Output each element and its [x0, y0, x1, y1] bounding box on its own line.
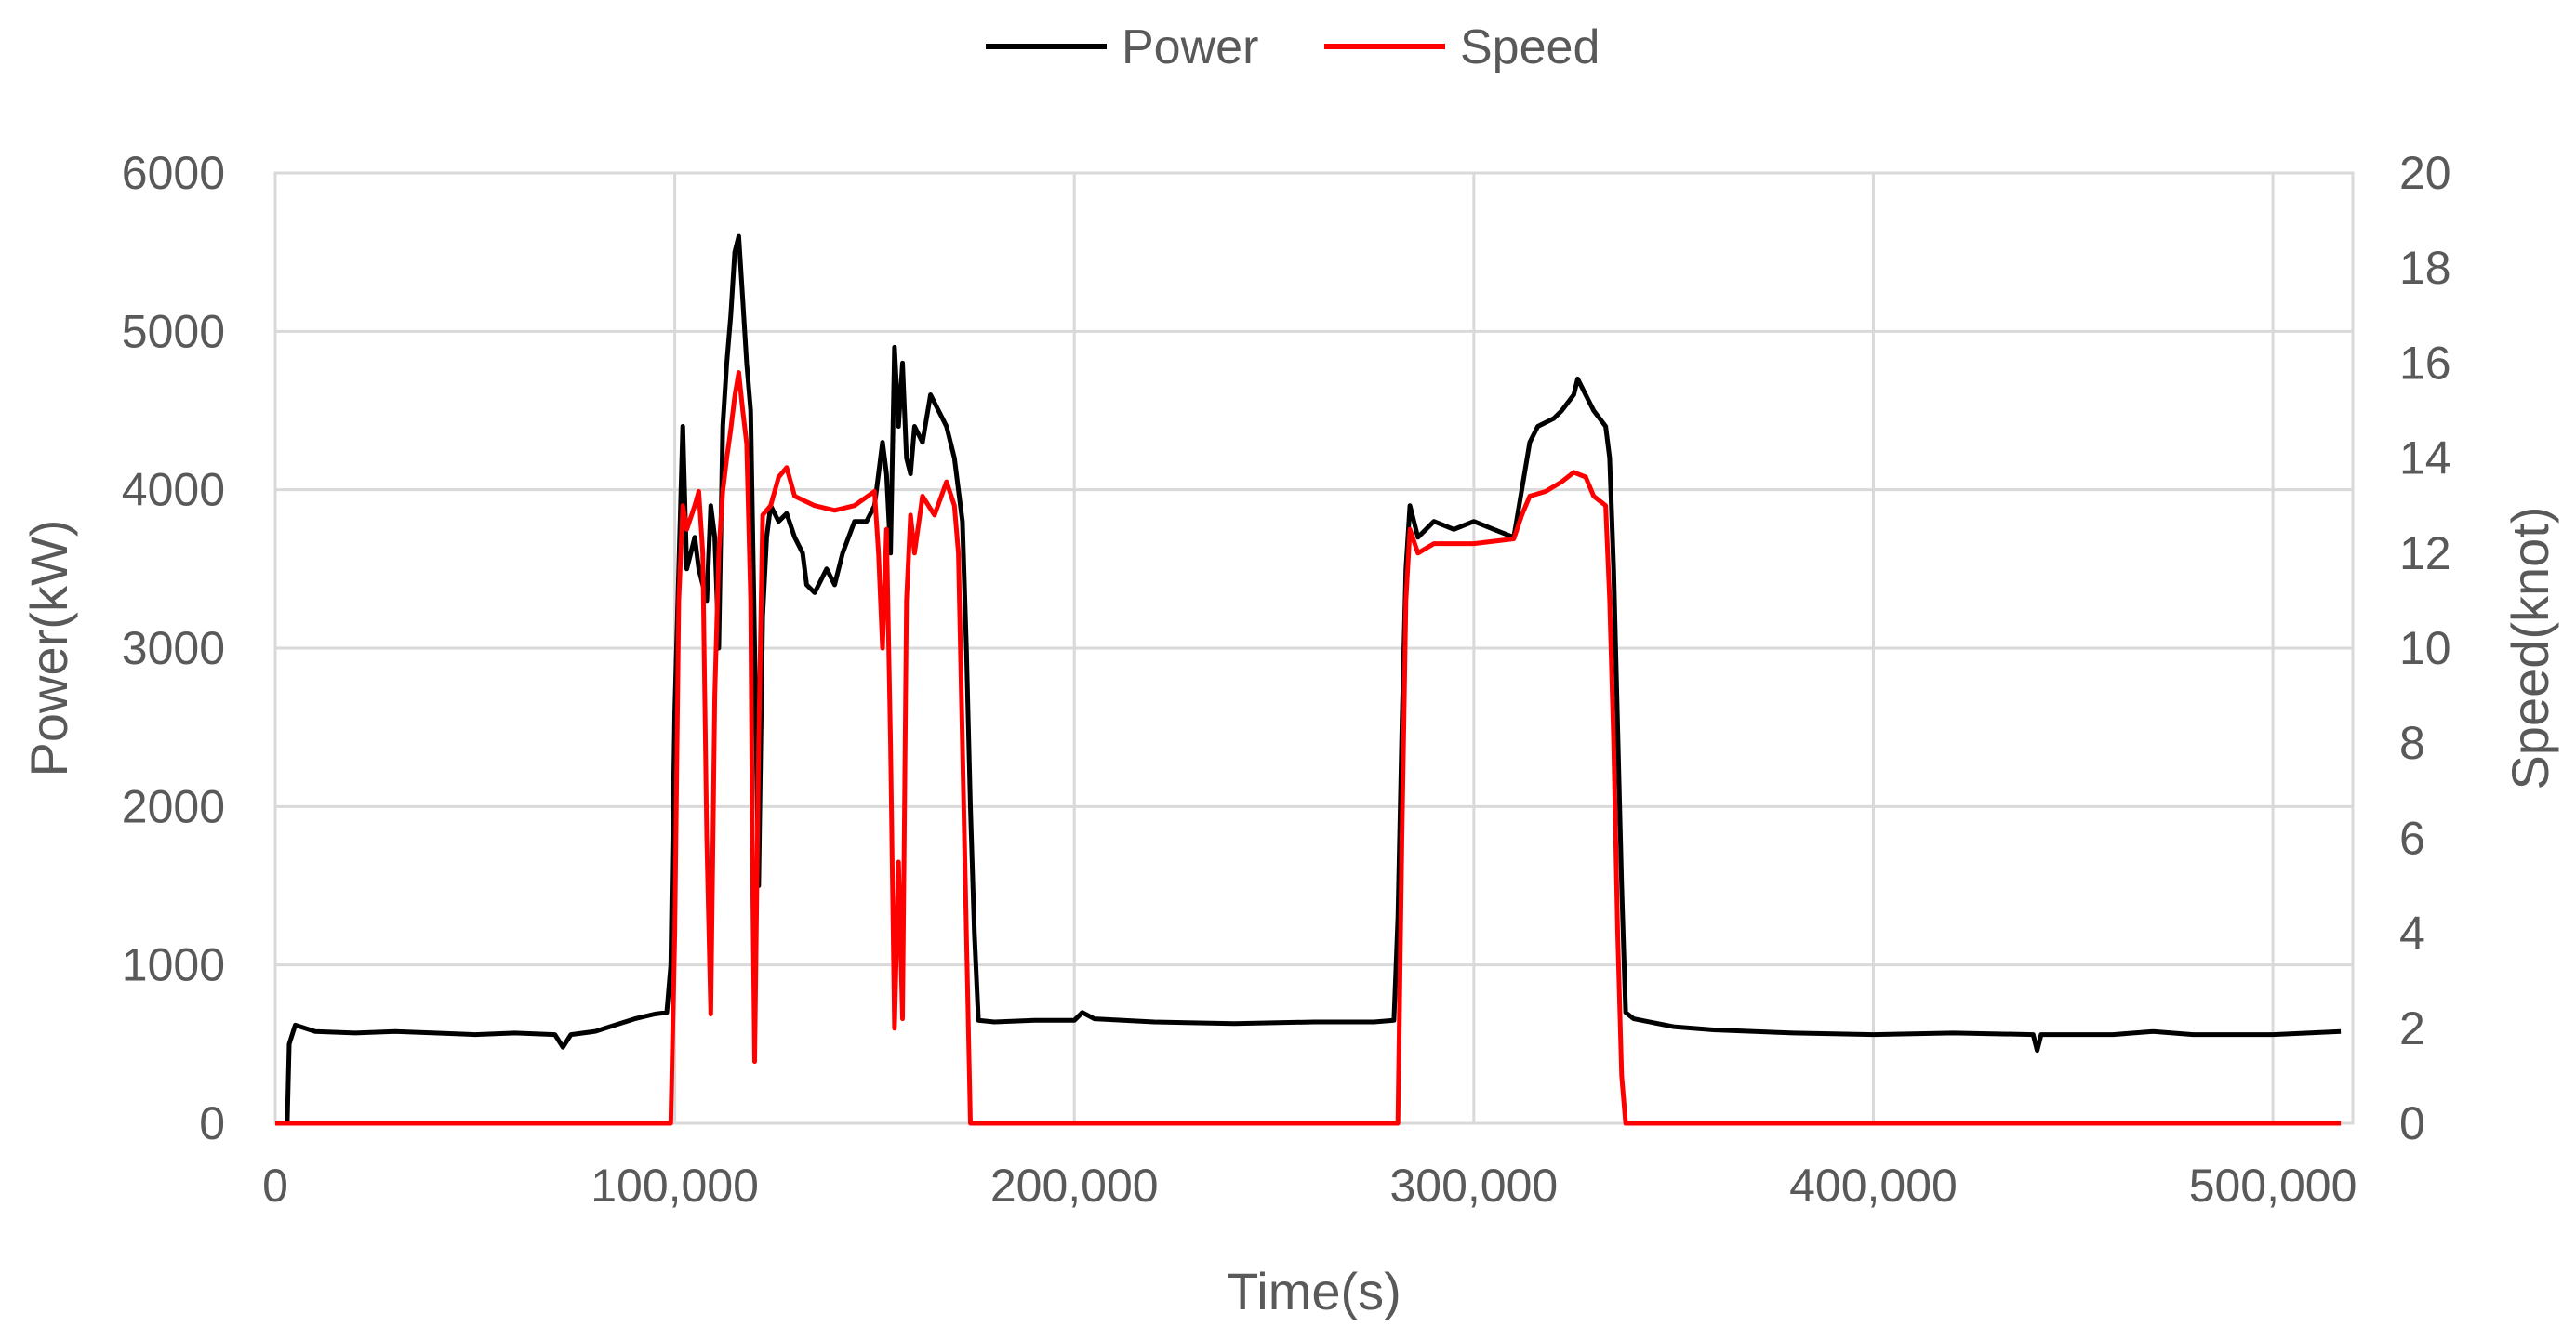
legend-label-power: Power [1122, 20, 1258, 74]
y-right-tick-labels: 0 2 4 6 8 10 12 14 16 18 20 [2399, 147, 2451, 1149]
y-right-tick-label: 16 [2399, 337, 2451, 389]
y-right-tick-label: 12 [2399, 527, 2451, 579]
x-tick-label: 300,000 [1389, 1160, 1558, 1212]
y-left-tick-label: 3000 [122, 622, 225, 674]
legend: Power Speed [986, 20, 1600, 74]
y-right-tick-label: 0 [2399, 1097, 2425, 1149]
y-right-tick-label: 8 [2399, 717, 2425, 769]
y-right-tick-label: 14 [2399, 432, 2451, 484]
y-left-tick-label: 4000 [122, 464, 225, 516]
y-right-axis-title: Speed(knot) [2501, 506, 2559, 789]
y-left-tick-label: 1000 [122, 939, 225, 991]
y-right-tick-label: 10 [2399, 622, 2451, 674]
y-right-tick-label: 6 [2399, 812, 2425, 864]
y-left-tick-label: 0 [199, 1097, 225, 1149]
x-tick-label: 400,000 [1789, 1160, 1958, 1212]
x-tick-label: 200,000 [990, 1160, 1159, 1212]
y-right-tick-label: 18 [2399, 242, 2451, 294]
y-right-tick-label: 20 [2399, 147, 2451, 199]
y-right-tick-label: 4 [2399, 908, 2425, 960]
y-right-tick-label: 2 [2399, 1002, 2425, 1055]
x-tick-label: 500,000 [2189, 1160, 2357, 1212]
y-left-tick-label: 6000 [122, 147, 225, 199]
y-left-tick-label: 5000 [122, 305, 225, 357]
x-tick-label: 0 [262, 1160, 288, 1212]
legend-label-speed: Speed [1460, 20, 1600, 74]
x-axis-title: Time(s) [1227, 1262, 1401, 1320]
y-left-axis-title: Power(kW) [20, 520, 78, 777]
x-tick-labels: 0 100,000 200,000 300,000 400,000 500,000 [262, 1160, 2357, 1212]
y-left-tick-labels: 0 1000 2000 3000 4000 5000 6000 [122, 147, 225, 1149]
gridlines [273, 171, 2353, 1125]
y-left-tick-label: 2000 [122, 780, 225, 832]
x-tick-label: 100,000 [591, 1160, 759, 1212]
series-line-speed [275, 370, 2342, 1126]
series-lines [275, 233, 2342, 1126]
